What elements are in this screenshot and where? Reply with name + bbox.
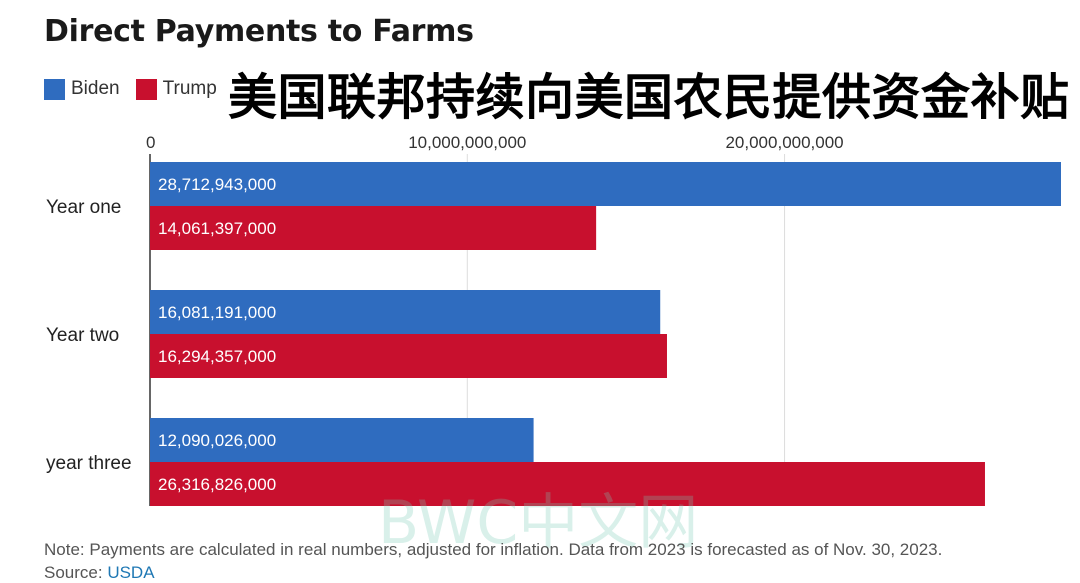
legend-swatch-biden: [44, 78, 65, 100]
bar-trump: [150, 462, 985, 506]
category-label: year three: [46, 453, 132, 474]
data-label: 16,081,191,000: [158, 303, 276, 322]
legend-label-biden: Biden: [71, 78, 120, 99]
x-tick-label: 0: [146, 133, 155, 152]
bar-trump: [150, 206, 597, 250]
data-label: 14,061,397,000: [158, 219, 276, 238]
source-prefix: Source:: [44, 563, 108, 582]
legend-swatch-trump: [135, 78, 157, 100]
legend: Biden Trump: [44, 78, 233, 100]
data-label: 16,294,357,000: [158, 347, 276, 366]
category-label: Year two: [46, 325, 119, 346]
chinese-headline: 美国联邦持续向美国农民提供资金补贴: [228, 69, 1070, 126]
data-label: 28,712,943,000: [158, 175, 276, 194]
footnote: Note: Payments are calculated in real nu…: [44, 540, 943, 559]
source-line: Source: USDA: [44, 563, 155, 583]
bar-biden: [150, 162, 1061, 206]
bar-biden: [150, 418, 534, 462]
bar-trump: [150, 334, 667, 378]
legend-item-trump: Trump: [135, 78, 227, 100]
chart-title: Direct Payments to Farms: [44, 14, 474, 49]
bar-biden: [150, 290, 661, 334]
data-label: 26,316,826,000: [158, 475, 276, 494]
legend-label-trump: Trump: [162, 78, 217, 99]
x-tick-label: 10,000,000,000: [408, 133, 526, 152]
legend-item-biden: Biden: [44, 78, 130, 100]
data-label: 12,090,026,000: [158, 431, 276, 450]
source-link[interactable]: USDA: [107, 563, 155, 582]
category-label: Year one: [46, 197, 121, 218]
x-tick-label: 20,000,000,000: [725, 133, 843, 152]
